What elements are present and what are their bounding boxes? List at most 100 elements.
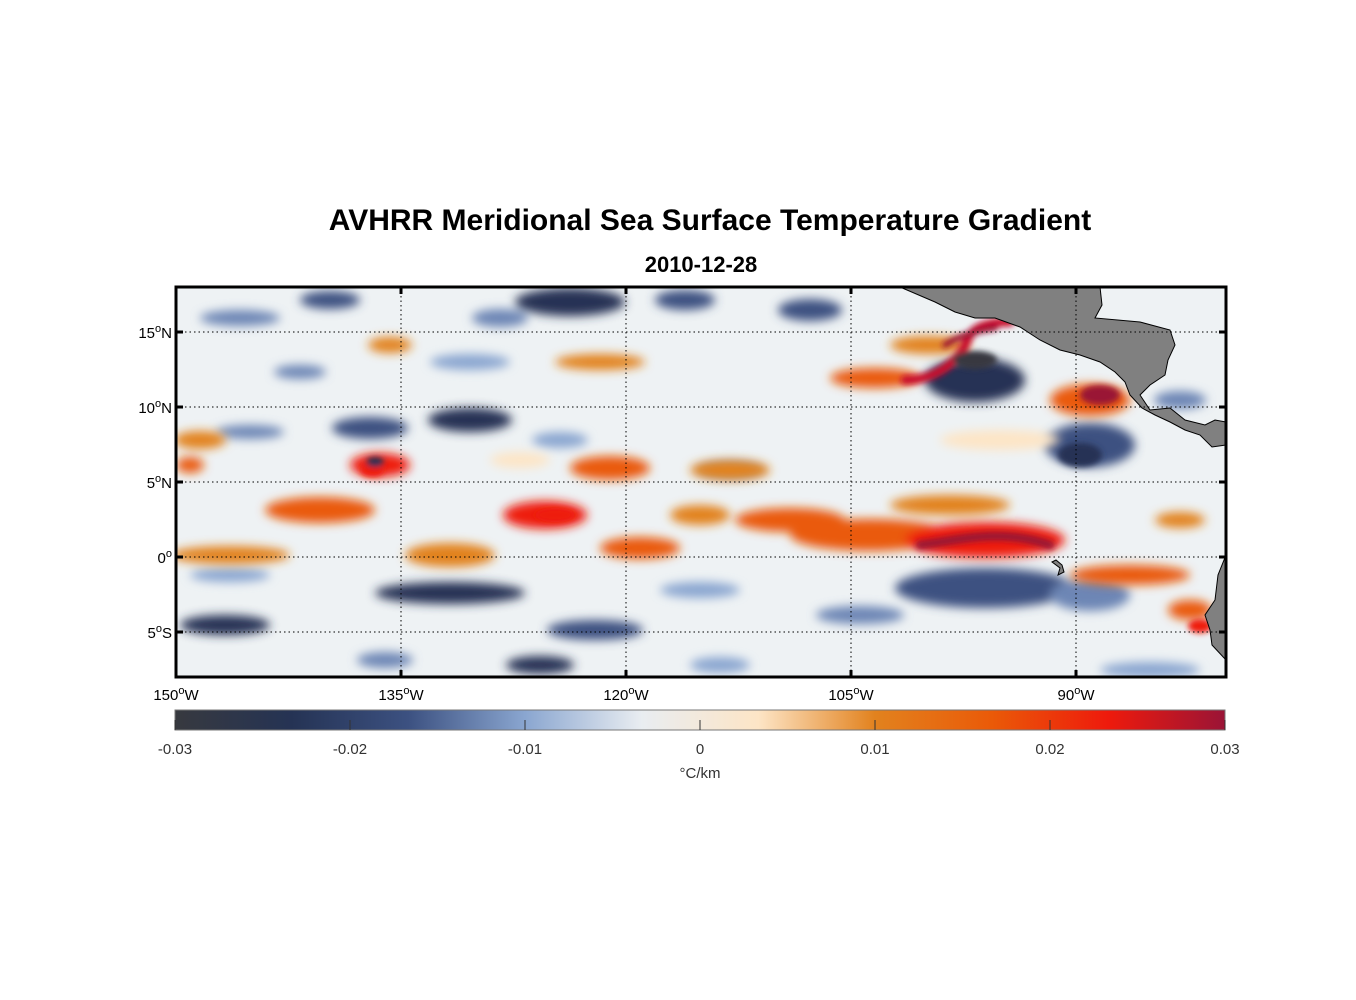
- warm-patch: [265, 497, 375, 523]
- warm-patch: [670, 505, 730, 525]
- degree-symbol: o: [155, 473, 161, 485]
- intense-cold-core: [1058, 443, 1102, 467]
- colorbar-tick-label: 0.01: [860, 741, 889, 758]
- south-america-land: [1204, 554, 1226, 661]
- warm-patch: [1168, 600, 1212, 620]
- chart-title: AVHRR Meridional Sea Surface Temperature…: [328, 204, 1092, 237]
- warm-patch: [690, 460, 770, 480]
- warm-patch: [368, 337, 412, 353]
- galapagos-islands: [1051, 559, 1065, 576]
- degree-symbol: o: [628, 685, 634, 697]
- intense-warm-front: [900, 317, 1015, 385]
- warm-patch: [1155, 512, 1205, 528]
- cold-patch: [660, 582, 740, 598]
- lon-tick-label-hemisphere: W: [859, 687, 874, 704]
- ocean-background: [176, 287, 1226, 677]
- degree-symbol: o: [1074, 685, 1080, 697]
- lon-tick-label: 105oW: [828, 685, 874, 704]
- cold-patch: [200, 310, 280, 326]
- lat-tick-label: 5oS: [148, 623, 172, 642]
- lat-tick-label: 10oN: [138, 398, 172, 417]
- lat-tick-label: 15oN: [138, 323, 172, 342]
- intense-warm-front: [942, 325, 998, 348]
- lat-tick-label-hemisphere: N: [161, 400, 172, 417]
- warm-patch: [405, 543, 495, 567]
- lat-tick-label-hemisphere: S: [162, 625, 172, 642]
- cold-patch: [216, 425, 284, 439]
- warm-patch: [600, 537, 680, 559]
- intense-warm-front: [915, 531, 1055, 550]
- cold-patch: [332, 417, 408, 439]
- cold-patch: [515, 288, 625, 316]
- cold-patch: [190, 568, 270, 582]
- cold-patch: [180, 615, 270, 635]
- warm-patch: [890, 495, 1010, 515]
- colorbar-tick-label: 0.03: [1210, 741, 1239, 758]
- lon-tick-label-number: 150: [153, 687, 178, 704]
- lon-tick-label-number: 135: [378, 687, 403, 704]
- colorbar-unit-label: °C/km: [680, 765, 721, 782]
- degree-symbol: o: [403, 685, 409, 697]
- colorbar-tick-label: -0.01: [508, 741, 542, 758]
- degree-symbol: o: [853, 685, 859, 697]
- lon-tick-label-number: 120: [603, 687, 628, 704]
- cold-patch: [532, 432, 588, 448]
- longitude-axis: 150oW 135oW 120oW 105oW 90oW: [153, 287, 1095, 704]
- cold-patch: [655, 290, 715, 310]
- lat-tick-label-hemisphere: N: [161, 325, 172, 342]
- warm-patch: [555, 354, 645, 370]
- cold-patch: [300, 291, 360, 309]
- warm-patch: [176, 431, 226, 449]
- plot-area: [176, 287, 1226, 677]
- lon-tick-label-number: 90: [1058, 687, 1075, 704]
- lat-tick-label-hemisphere: N: [161, 475, 172, 492]
- warm-patch: [830, 368, 920, 388]
- intense-warm-core: [1188, 619, 1212, 633]
- degree-symbol: o: [178, 685, 184, 697]
- lat-tick-label-number: 10: [138, 400, 155, 417]
- colorbar-tick-label: -0.02: [333, 741, 367, 758]
- cold-patch: [274, 365, 326, 379]
- degree-symbol: o: [156, 623, 162, 635]
- intense-warm-core: [1080, 385, 1120, 405]
- positive-gradient-features: [176, 336, 1212, 620]
- cold-patch: [375, 582, 525, 604]
- warm-patch: [940, 430, 1060, 450]
- lat-tick-label-number: 15: [138, 325, 155, 342]
- intense-cold-core: [953, 351, 997, 369]
- colorbar-tick-label: 0.02: [1035, 741, 1064, 758]
- lon-tick-label: 90oW: [1058, 685, 1096, 704]
- cold-patch: [547, 620, 643, 640]
- lat-tick-label-number: 5: [147, 475, 155, 492]
- warm-patch: [176, 546, 290, 564]
- cold-patch: [428, 408, 512, 432]
- intense-cold-core: [366, 457, 384, 467]
- cold-patch: [430, 354, 510, 370]
- lat-tick-label: 0o: [158, 548, 172, 567]
- warm-patch: [570, 456, 650, 480]
- cold-patch: [895, 568, 1075, 608]
- colorbar-tick-label: 0: [696, 741, 704, 758]
- lon-tick-label: 150oW: [153, 685, 199, 704]
- lon-tick-label-hemisphere: W: [184, 687, 199, 704]
- cold-patch: [778, 299, 842, 321]
- degree-symbol: o: [166, 548, 172, 560]
- cold-patch: [472, 309, 528, 327]
- negative-gradient-features: [180, 288, 1206, 677]
- lat-tick-label: 5oN: [147, 473, 172, 492]
- colorbar-ticks: -0.03 -0.02 -0.01 0 0.01 0.02 0.03: [158, 720, 1240, 758]
- warm-patch: [1070, 565, 1190, 585]
- lon-tick-label: 135oW: [378, 685, 424, 704]
- lon-tick-label-hemisphere: W: [1080, 687, 1095, 704]
- cold-patch: [1100, 662, 1200, 677]
- lon-tick-label-number: 105: [828, 687, 853, 704]
- lon-tick-label-hemisphere: W: [409, 687, 424, 704]
- degree-symbol: o: [155, 398, 161, 410]
- cold-patch: [1154, 391, 1206, 409]
- lat-tick-label-number: 5: [148, 625, 156, 642]
- cold-patch: [357, 652, 413, 668]
- cold-patch: [816, 606, 904, 624]
- intense-warm-core: [535, 508, 575, 522]
- cold-patch: [506, 656, 574, 674]
